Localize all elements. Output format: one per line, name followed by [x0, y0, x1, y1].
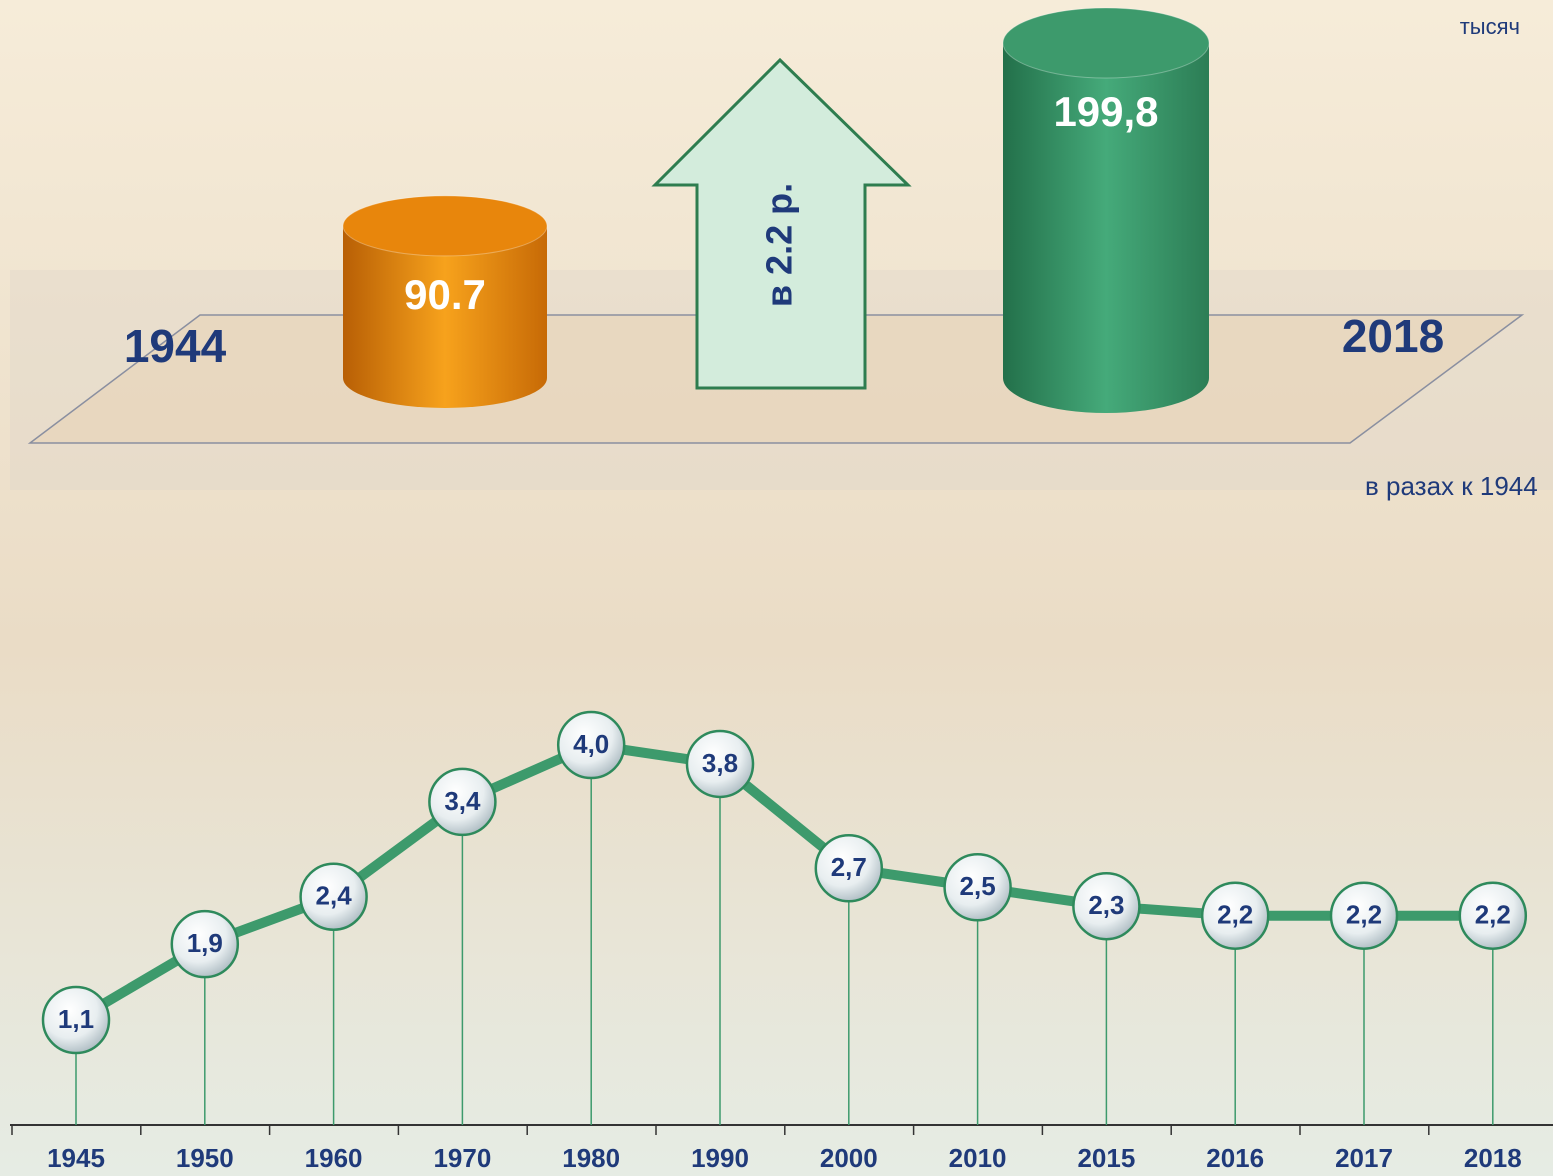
marker	[1329, 881, 1399, 950]
value-label: 4,0	[573, 729, 609, 759]
value-label: 2,5	[960, 871, 996, 901]
x-tick-label: 1950	[176, 1143, 234, 1173]
value-label: 1,9	[187, 928, 223, 958]
marker	[814, 834, 884, 903]
marker	[685, 729, 755, 799]
marker	[1200, 881, 1270, 950]
x-tick-label: 2000	[820, 1143, 878, 1173]
x-tick-label: 2010	[949, 1143, 1007, 1173]
value-label: 2,2	[1217, 900, 1253, 930]
value-label: 2,2	[1346, 900, 1382, 930]
category-label: 1944	[124, 320, 227, 372]
marker	[170, 909, 240, 979]
value-label: 3,4	[444, 786, 481, 816]
marker	[1458, 881, 1528, 950]
value-label: 1,1	[58, 1004, 94, 1034]
marker	[428, 767, 497, 837]
x-tick-label: 1945	[47, 1143, 105, 1173]
cylinder-top	[342, 195, 548, 257]
value-label: 2,4	[316, 881, 353, 911]
marker	[556, 710, 626, 780]
category-label: 2018	[1342, 310, 1444, 362]
x-tick-label: 1980	[562, 1143, 620, 1173]
x-tick-label: 1960	[305, 1143, 363, 1173]
value-label: 2,2	[1475, 900, 1511, 930]
cylinder	[1003, 43, 1209, 413]
value-label: 3,8	[702, 748, 738, 778]
x-tick-label: 2015	[1077, 1143, 1135, 1173]
x-tick-label: 1990	[691, 1143, 749, 1173]
x-tick-label: 2017	[1335, 1143, 1393, 1173]
marker	[943, 852, 1012, 922]
ratio-annotation: в 2.2 р.	[759, 183, 800, 307]
value-label: 2,3	[1088, 890, 1124, 920]
x-tick-label: 2016	[1206, 1143, 1264, 1173]
subtitle: в разах к 1944	[1365, 471, 1538, 501]
value-label: 199,8	[1053, 88, 1158, 135]
x-tick-label: 1970	[433, 1143, 491, 1173]
cylinder	[343, 225, 547, 408]
marker	[299, 862, 368, 931]
growth-arrow	[651, 57, 912, 390]
layer: 1944 90.7 2018 199,8 1,1 1945 1,9 1950 2,4 1960 3,…	[11, 7, 1528, 1173]
marker	[41, 985, 111, 1055]
x-tick-label: 2018	[1464, 1143, 1522, 1173]
value-label: 2,7	[831, 852, 867, 882]
unit-label: тысяч	[1460, 14, 1520, 39]
cylinder-top	[1002, 7, 1210, 79]
value-label: 90.7	[404, 271, 486, 318]
marker	[1072, 871, 1141, 941]
